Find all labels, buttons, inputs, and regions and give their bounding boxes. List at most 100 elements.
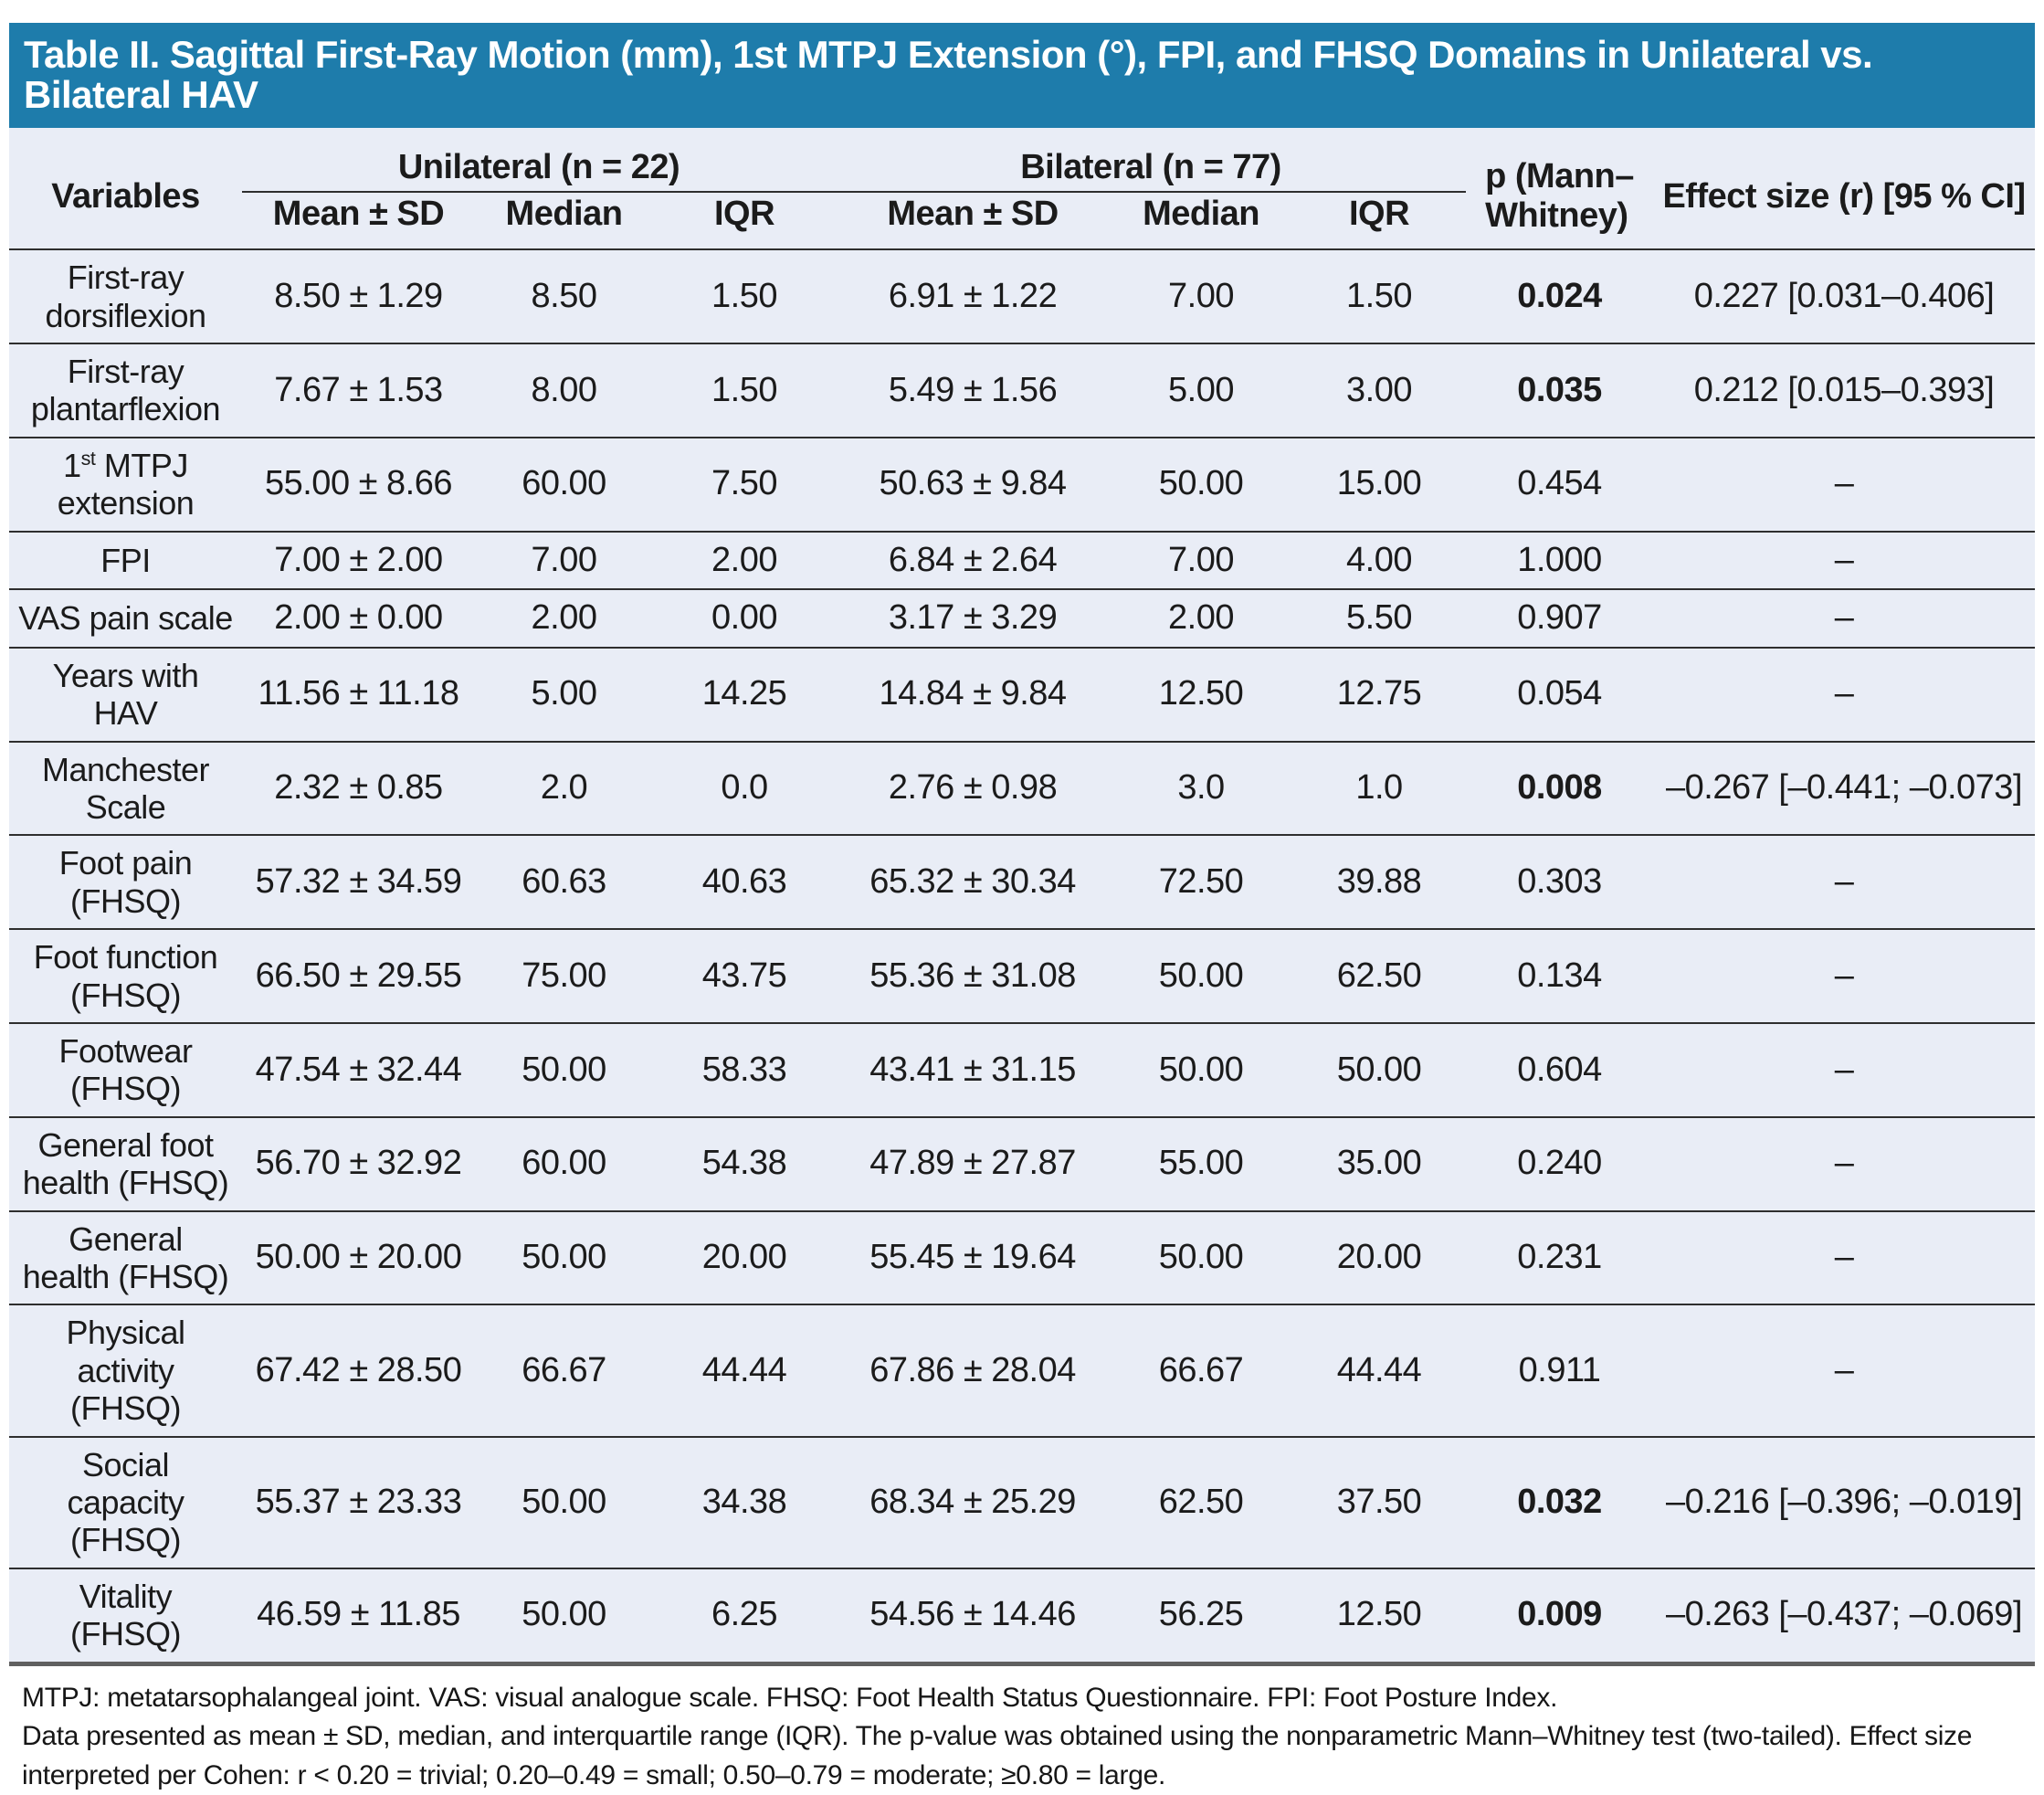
cell-uni-median: 50.00 [475, 1568, 653, 1663]
cell-bil-mean-sd: 54.56 ± 14.46 [836, 1568, 1110, 1663]
cell-uni-iqr: 40.63 [653, 835, 836, 929]
cell-p-value: 0.009 [1466, 1568, 1653, 1663]
cell-uni-iqr: 2.00 [653, 532, 836, 590]
cell-uni-mean-sd: 67.42 ± 28.50 [242, 1304, 475, 1436]
cell-bil-iqr: 20.00 [1292, 1211, 1466, 1305]
cell-bil-iqr: 62.50 [1292, 929, 1466, 1023]
footnote-abbreviations: MTPJ: metatarsophalangeal joint. VAS: vi… [22, 1679, 2022, 1718]
cell-bil-iqr: 12.75 [1292, 648, 1466, 742]
cell-bil-mean-sd: 6.91 ± 1.22 [836, 249, 1110, 343]
row-label: First-ray plantarflexion [9, 343, 242, 438]
cell-bil-iqr: 50.00 [1292, 1023, 1466, 1117]
cell-uni-mean-sd: 2.00 ± 0.00 [242, 589, 475, 648]
row-label: FPI [9, 532, 242, 590]
row-label: Years with HAV [9, 648, 242, 742]
cell-uni-median: 66.67 [475, 1304, 653, 1436]
cell-bil-median: 50.00 [1110, 438, 1292, 532]
cell-uni-iqr: 34.38 [653, 1437, 836, 1568]
cell-bil-iqr: 39.88 [1292, 835, 1466, 929]
cell-effect-size: – [1653, 532, 2035, 590]
cell-bil-mean-sd: 14.84 ± 9.84 [836, 648, 1110, 742]
cell-uni-mean-sd: 7.67 ± 1.53 [242, 343, 475, 438]
row-label: Physical activity (FHSQ) [9, 1304, 242, 1436]
cell-uni-mean-sd: 2.32 ± 0.85 [242, 742, 475, 836]
uni-iqr-header: IQR [653, 192, 836, 249]
cell-bil-mean-sd: 2.76 ± 0.98 [836, 742, 1110, 836]
cell-uni-mean-sd: 11.56 ± 11.18 [242, 648, 475, 742]
bil-mean-sd-header: Mean ± SD [836, 192, 1110, 249]
cell-uni-mean-sd: 56.70 ± 32.92 [242, 1117, 475, 1211]
row-label: General health (FHSQ) [9, 1211, 242, 1305]
cell-p-value: 1.000 [1466, 532, 1653, 590]
cell-bil-median: 50.00 [1110, 929, 1292, 1023]
cell-uni-mean-sd: 55.00 ± 8.66 [242, 438, 475, 532]
unilateral-group-header: Unilateral (n = 22) [242, 128, 836, 192]
cell-bil-iqr: 1.0 [1292, 742, 1466, 836]
cell-bil-mean-sd: 68.34 ± 25.29 [836, 1437, 1110, 1568]
cell-uni-iqr: 44.44 [653, 1304, 836, 1436]
cell-uni-iqr: 20.00 [653, 1211, 836, 1305]
uni-mean-sd-header: Mean ± SD [242, 192, 475, 249]
cell-uni-median: 50.00 [475, 1211, 653, 1305]
cell-uni-iqr: 58.33 [653, 1023, 836, 1117]
cell-p-value: 0.240 [1466, 1117, 1653, 1211]
cell-uni-iqr: 14.25 [653, 648, 836, 742]
header-group-row: Variables Unilateral (n = 22) Bilateral … [9, 128, 2035, 192]
effect-size-header: Effect size (r) [95 % CI] [1653, 128, 2035, 249]
cell-bil-median: 50.00 [1110, 1211, 1292, 1305]
cell-p-value: 0.032 [1466, 1437, 1653, 1568]
cell-uni-mean-sd: 50.00 ± 20.00 [242, 1211, 475, 1305]
cell-bil-iqr: 15.00 [1292, 438, 1466, 532]
cell-bil-iqr: 37.50 [1292, 1437, 1466, 1568]
row-label: VAS pain scale [9, 589, 242, 648]
row-label: Social capacity (FHSQ) [9, 1437, 242, 1568]
row-label: Foot function (FHSQ) [9, 929, 242, 1023]
cell-effect-size: – [1653, 648, 2035, 742]
cell-p-value: 0.024 [1466, 249, 1653, 343]
data-table: Variables Unilateral (n = 22) Bilateral … [9, 128, 2035, 1665]
cell-effect-size: – [1653, 1211, 2035, 1305]
cell-bil-median: 7.00 [1110, 532, 1292, 590]
cell-p-value: 0.911 [1466, 1304, 1653, 1436]
cell-bil-median: 62.50 [1110, 1437, 1292, 1568]
uni-median-header: Median [475, 192, 653, 249]
cell-bil-median: 12.50 [1110, 648, 1292, 742]
cell-uni-iqr: 43.75 [653, 929, 836, 1023]
cell-bil-mean-sd: 6.84 ± 2.64 [836, 532, 1110, 590]
cell-bil-iqr: 44.44 [1292, 1304, 1466, 1436]
cell-effect-size: –0.263 [–0.437; –0.069] [1653, 1568, 2035, 1663]
cell-effect-size: – [1653, 835, 2035, 929]
table-container: Table II. Sagittal First-Ray Motion (mm)… [9, 23, 2035, 1795]
cell-uni-iqr: 0.0 [653, 742, 836, 836]
cell-effect-size: –0.267 [–0.441; –0.073] [1653, 742, 2035, 836]
cell-uni-iqr: 1.50 [653, 249, 836, 343]
cell-bil-median: 56.25 [1110, 1568, 1292, 1663]
cell-bil-mean-sd: 3.17 ± 3.29 [836, 589, 1110, 648]
p-value-header: p (Mann–Whitney) [1466, 128, 1653, 249]
cell-uni-median: 60.00 [475, 438, 653, 532]
row-label: 1st MTPJ extension [9, 438, 242, 532]
bil-median-header: Median [1110, 192, 1292, 249]
cell-uni-iqr: 6.25 [653, 1568, 836, 1663]
cell-uni-median: 2.00 [475, 589, 653, 648]
cell-bil-mean-sd: 43.41 ± 31.15 [836, 1023, 1110, 1117]
cell-effect-size: – [1653, 589, 2035, 648]
cell-bil-mean-sd: 67.86 ± 28.04 [836, 1304, 1110, 1436]
cell-bil-median: 2.00 [1110, 589, 1292, 648]
cell-uni-median: 8.00 [475, 343, 653, 438]
row-label: Vitality (FHSQ) [9, 1568, 242, 1663]
cell-uni-mean-sd: 47.54 ± 32.44 [242, 1023, 475, 1117]
cell-uni-mean-sd: 46.59 ± 11.85 [242, 1568, 475, 1663]
